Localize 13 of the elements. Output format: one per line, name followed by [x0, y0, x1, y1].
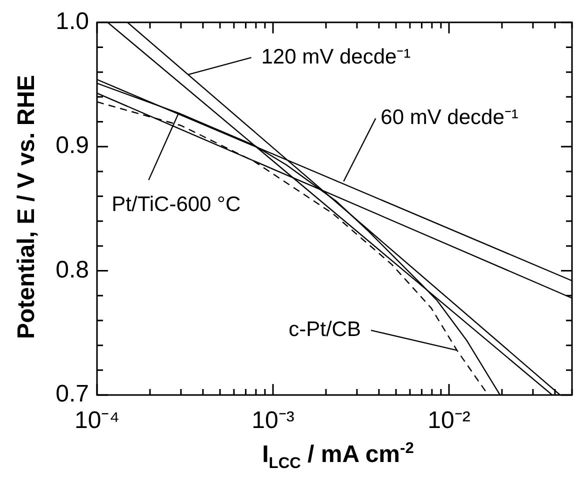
annotation: Pt/TiC-600 °C — [112, 192, 241, 216]
x-axis-title: I$_{LCC}$ / mA cm$^{-2}$ — [261, 440, 415, 473]
x-tick-label: 10⁻⁴ — [74, 407, 120, 434]
y-tick-label: 0.7 — [56, 380, 89, 408]
y-tick-label: 1.0 — [56, 8, 89, 36]
annotation: 120 mV decde⁻¹ — [261, 45, 411, 68]
annotation: 60 mV decde⁻¹ — [380, 106, 518, 130]
y-tick-label: 0.9 — [56, 132, 89, 160]
x-tick-label: 10⁻² — [428, 407, 470, 434]
y-tick-label: 0.8 — [56, 256, 89, 284]
annotation: c-Pt/CB — [288, 318, 361, 342]
y-axis-title: Potential, E / V vs. RHE — [13, 74, 41, 340]
x-tick-label: 10⁻³ — [252, 407, 294, 434]
